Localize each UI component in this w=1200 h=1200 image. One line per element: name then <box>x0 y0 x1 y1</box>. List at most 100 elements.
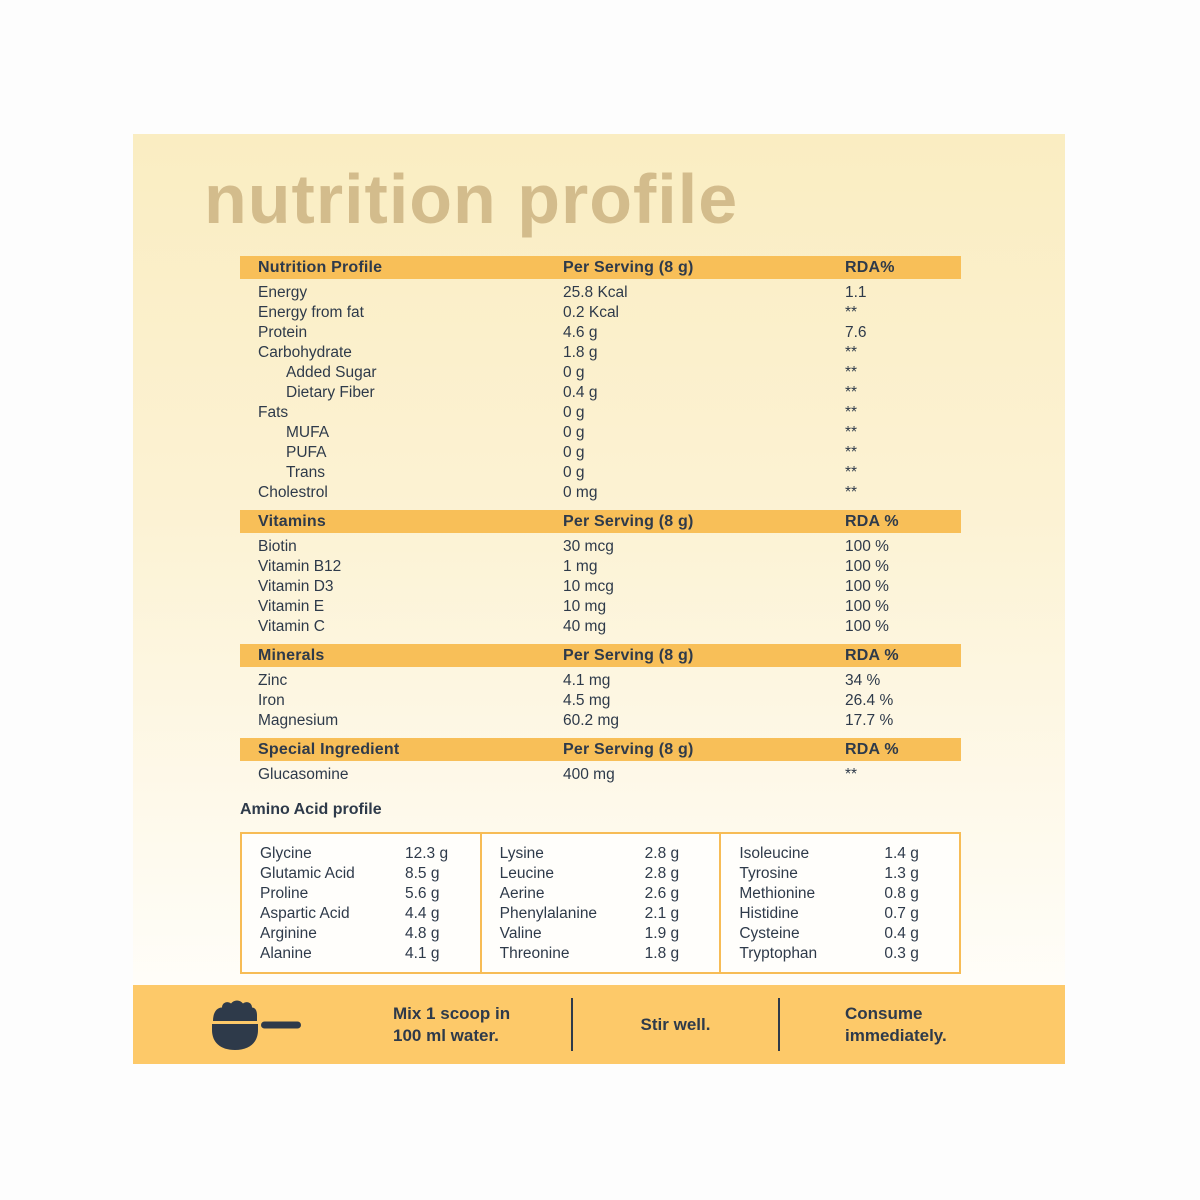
row-rda: ** <box>845 404 858 421</box>
row-label: Dietary Fiber <box>286 384 375 401</box>
amino-column-2: Lysine 2.8 g Leucine 2.8 g Aerine 2.6 g Phe… <box>479 834 720 972</box>
instruction-stir: Stir well. <box>640 1015 711 1034</box>
usage-instructions-bar: Mix 1 scoop in 100 ml water. Stir well. … <box>133 985 1065 1064</box>
amino-name: Isoleucine <box>739 845 810 862</box>
row-value: 60.2 mg <box>563 712 620 729</box>
row-value: 0 g <box>563 364 585 381</box>
row-label: PUFA <box>286 444 327 461</box>
row-value: 30 mcg <box>563 538 614 555</box>
table-row: Added Sugar 0 g ** <box>240 363 961 383</box>
section-header-serving: Per Serving (8 g) <box>563 512 694 530</box>
amino-row: Tryptophan 0.3 g <box>721 944 959 964</box>
row-rda: ** <box>845 344 858 361</box>
section-rows-minerals: Zinc 4.1 mg 34 % Iron 4.5 mg 26.4 % Magnesiu… <box>240 667 961 738</box>
amino-amount: 2.1 g <box>644 905 680 922</box>
row-label: Vitamin E <box>258 598 325 615</box>
row-label: Iron <box>258 692 285 709</box>
row-rda: ** <box>845 424 858 441</box>
row-value: 4.1 mg <box>563 672 611 689</box>
amino-name: Arginine <box>260 925 317 942</box>
table-row: Protein 4.6 g 7.6 <box>240 323 961 343</box>
amino-name: Methionine <box>739 885 816 902</box>
amino-column-1: Glycine 12.3 g Glutamic Acid 8.5 g Proline… <box>242 834 480 972</box>
row-rda: ** <box>845 384 858 401</box>
amino-row: Phenylalanine 2.1 g <box>482 904 720 924</box>
row-value: 10 mcg <box>563 578 614 595</box>
row-rda: ** <box>845 304 858 321</box>
row-label: Carbohydrate <box>258 344 352 361</box>
row-value: 0 g <box>563 464 585 481</box>
amino-amount: 1.8 g <box>644 945 680 962</box>
row-value: 400 mg <box>563 766 615 783</box>
row-rda: 100 % <box>845 598 889 615</box>
row-rda: ** <box>845 464 858 481</box>
table-row: Iron 4.5 mg 26.4 % <box>240 691 961 711</box>
instruction-mix: Mix 1 scoop in 100 ml water. <box>393 1003 510 1047</box>
section-header-serving: Per Serving (8 g) <box>563 646 694 664</box>
row-rda: 100 % <box>845 578 889 595</box>
row-label: Trans <box>286 464 326 481</box>
footer-divider <box>571 998 573 1051</box>
instruction-mix-line1: Mix 1 scoop in <box>393 1004 511 1023</box>
row-value: 0.4 g <box>563 384 598 401</box>
amino-amount: 1.3 g <box>884 865 919 882</box>
amino-row: Threonine 1.8 g <box>482 944 720 964</box>
instruction-consume-line1: Consume <box>845 1004 923 1023</box>
section-header-name: Vitamins <box>258 512 326 530</box>
row-label: Vitamin D3 <box>258 578 334 595</box>
section-header-name: Nutrition Profile <box>258 258 383 276</box>
amino-name: Threonine <box>499 945 570 962</box>
row-rda: ** <box>845 364 858 381</box>
row-label: Glucasomine <box>258 766 349 783</box>
section-header-rda: RDA % <box>845 740 899 758</box>
amino-name: Leucine <box>499 865 554 882</box>
amino-name: Phenylalanine <box>499 905 598 922</box>
amino-amount: 12.3 g <box>405 845 449 862</box>
amino-amount: 0.4 g <box>884 925 919 942</box>
amino-amount: 4.8 g <box>405 925 440 942</box>
table-row: PUFA 0 g ** <box>240 443 961 463</box>
instruction-consume-line2: immediately. <box>845 1026 947 1045</box>
row-label: Fats <box>258 404 289 421</box>
row-value: 40 mg <box>563 618 607 635</box>
amino-row: Arginine 4.8 g <box>242 924 480 944</box>
amino-row: Glutamic Acid 8.5 g <box>242 864 480 884</box>
section-header-serving: Per Serving (8 g) <box>563 258 694 276</box>
section-header-rda: RDA% <box>845 258 895 276</box>
amino-name: Aspartic Acid <box>260 905 350 922</box>
table-row: Dietary Fiber 0.4 g ** <box>240 383 961 403</box>
instruction-mix-line2: 100 ml water. <box>393 1026 499 1045</box>
section-header-minerals: Minerals Per Serving (8 g) RDA % <box>240 644 961 667</box>
instruction-consume: Consume immediately. <box>845 1003 947 1047</box>
section-rows-nutrition-profile: Energy 25.8 Kcal 1.1 Energy from fat 0.2 Kc… <box>240 279 961 510</box>
amino-row: Glycine 12.3 g <box>242 844 480 864</box>
section-header-serving: Per Serving (8 g) <box>563 740 694 758</box>
amino-amount: 0.3 g <box>884 945 919 962</box>
row-label: Vitamin B12 <box>258 558 342 575</box>
amino-row: Tyrosine 1.3 g <box>721 864 959 884</box>
section-header-vitamins: Vitamins Per Serving (8 g) RDA % <box>240 510 961 533</box>
table-row: Trans 0 g ** <box>240 463 961 483</box>
row-label: Vitamin C <box>258 618 325 635</box>
table-row: Carbohydrate 1.8 g ** <box>240 343 961 363</box>
section-header-name: Special Ingredient <box>258 740 400 758</box>
row-rda: 100 % <box>845 618 889 635</box>
table-row: Glucasomine 400 mg ** <box>240 765 961 785</box>
amino-amount: 4.1 g <box>405 945 440 962</box>
table-row: Vitamin E 10 mg 100 % <box>240 597 961 617</box>
amino-amount: 0.8 g <box>884 885 919 902</box>
table-row: Fats 0 g ** <box>240 403 961 423</box>
amino-amount: 2.8 g <box>644 865 680 882</box>
amino-row: Isoleucine 1.4 g <box>721 844 959 864</box>
scoop-icon <box>212 1000 301 1050</box>
row-label: Added Sugar <box>286 364 377 381</box>
row-rda: 26.4 % <box>845 692 894 709</box>
amino-name: Aerine <box>499 885 545 902</box>
amino-name: Valine <box>499 925 542 942</box>
nutrition-label-card: nutrition profile Nutrition Profile Per … <box>133 134 1065 1064</box>
amino-row: Aerine 2.6 g <box>482 884 720 904</box>
amino-row: Alanine 4.1 g <box>242 944 480 964</box>
row-value: 25.8 Kcal <box>563 284 628 301</box>
table-row: Cholestrol 0 mg ** <box>240 483 961 503</box>
amino-amount: 4.4 g <box>405 905 440 922</box>
